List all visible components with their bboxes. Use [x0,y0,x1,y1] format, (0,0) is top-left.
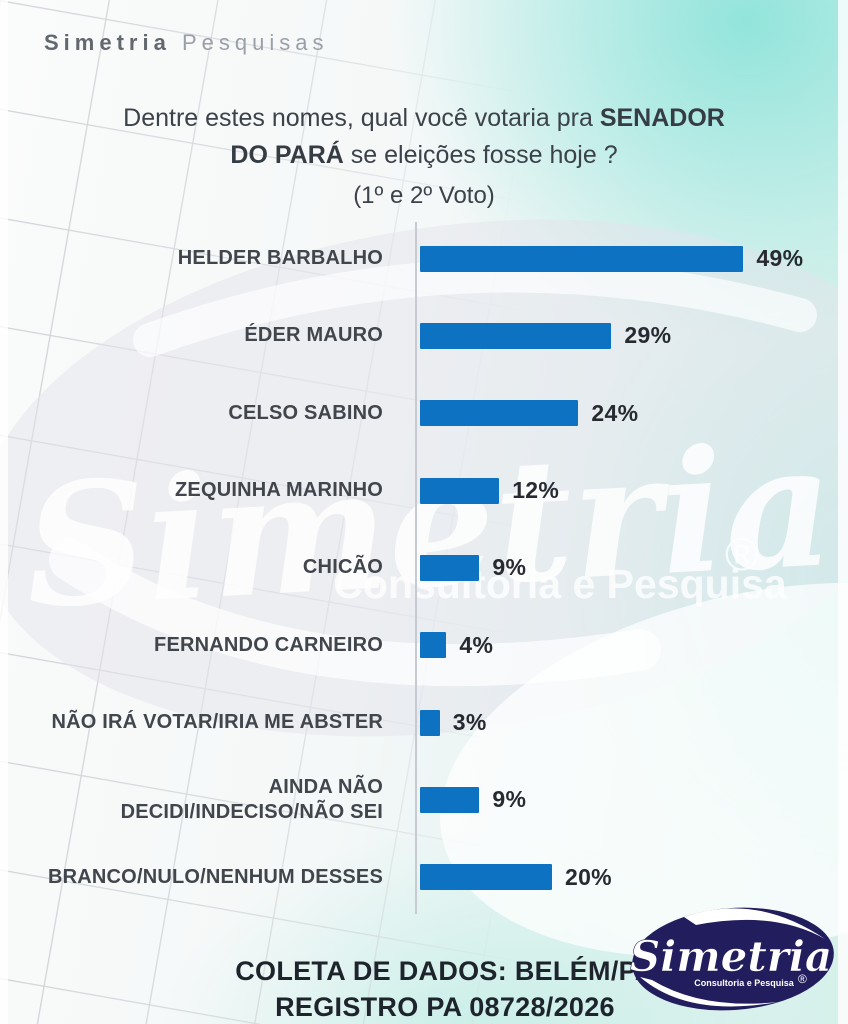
value-label: 4% [459,631,494,658]
chart-row: FERNANDO CARNEIRO 4% [40,607,815,684]
chart-row: CELSO SABINO 24% [40,375,815,452]
value-label: 3% [452,709,487,736]
simetria-logo: Simetria Consultoria e Pesquisa ® [630,907,834,1011]
logo-swoosh-bottom [640,977,778,1007]
logo-swoosh-top [684,908,825,939]
value-label: 9% [492,554,527,581]
bar-zone: 20% [400,864,815,891]
category-label: FERNANDO CARNEIRO [154,633,383,656]
category-label: ZEQUINHA MARINHO [174,479,383,502]
chart-axis-line [415,222,417,914]
value-label: 49% [756,245,804,272]
watermark-registered-mark: ® [725,528,759,580]
watermark-subtext: Consultoria e Pesquisa [333,561,788,607]
logo-subtext: Consultoria e Pesquisa [694,978,795,988]
poll-question-subtitle: (1º e 2º Voto) [353,182,495,209]
poll-question-text: Dentre estes nomes, qual você votaria pr… [109,100,739,174]
category-label: NÃO IRÁ VOTAR/IRIA ME ABSTER [51,711,383,734]
brand-header-secondary: Pesquisas [181,30,329,55]
category-label: CHICÃO [302,556,383,579]
bar [420,709,440,736]
brand-header: Simetria Pesquisas [44,30,328,56]
question-text-suffix: se eleições fosse hoje ? [343,141,618,169]
category-label: BRANCO/NULO/NENHUM DESSES [47,865,383,888]
poll-question-title: Dentre estes nomes, qual você votaria pr… [109,100,739,214]
logo-script-text: Simetria [630,932,832,981]
value-label: 9% [492,786,527,813]
photo-edge-right [838,0,848,1024]
question-text-prefix: Dentre estes nomes, qual você votaria pr… [123,104,600,132]
photo-edge-left [0,0,8,1024]
bar-zone: 24% [400,400,815,427]
category-label: AINDA NÃO DECIDI/INDECISO/NÃO SEI [120,775,383,823]
bar [420,632,447,659]
bar-zone: 49% [400,245,815,272]
chart-row: ÉDER MAURO 29% [40,297,815,374]
chart-row: AINDA NÃO DECIDI/INDECISO/NÃO SEI 9% [40,761,815,838]
category-label: HELDER BARBALHO [177,247,383,270]
logo-registered-mark: ® [798,972,807,986]
chart-row: CHICÃO 9% [40,529,815,606]
chart-row: NÃO IRÁ VOTAR/IRIA ME ABSTER 3% [40,684,815,761]
bar [420,864,552,891]
footer-registry-line: REGISTRO PA 08728/2026 [275,992,615,1022]
chart-row: BRANCO/NULO/NENHUM DESSES 20% [40,839,815,916]
brand-header-primary: Simetria [44,30,171,55]
bar-zone: 4% [400,632,815,659]
category-label: ÉDER MAURO [244,324,383,347]
footer-note: COLETA DE DADOS: BELÉM/PA REGISTRO PA 08… [175,953,715,1024]
bar-zone: 12% [400,477,815,504]
bar [420,477,500,504]
chart-row: ZEQUINHA MARINHO 12% [40,452,815,529]
chart-row: HELDER BARBALHO 49% [40,220,815,297]
category-label: CELSO SABINO [228,401,383,424]
watermark-swoosh-bottom [49,539,661,687]
watermark-swoosh-top [133,258,817,357]
bar-zone: 9% [400,554,815,581]
value-label: 20% [565,863,612,890]
value-label: 24% [591,399,639,426]
value-label: 12% [512,477,560,504]
bar-zone: 9% [400,786,815,813]
bar-zone: 3% [400,709,815,736]
bar [420,786,480,813]
bar-zone: 29% [400,322,815,349]
logo-ellipse [632,907,834,1011]
bar [420,322,612,349]
bar [420,245,744,272]
horizontal-bar-chart: HELDER BARBALHO 49% ÉDER MAURO 29% CELSO… [40,220,815,916]
bar [420,554,480,581]
value-label: 29% [624,322,672,349]
bar [420,400,579,427]
watermark-script-text: Simetria [20,406,838,646]
footer-collection-line: COLETA DE DADOS: BELÉM/PA [235,956,655,986]
question-text-bold: SENADOR DO PARÁ [230,104,725,169]
